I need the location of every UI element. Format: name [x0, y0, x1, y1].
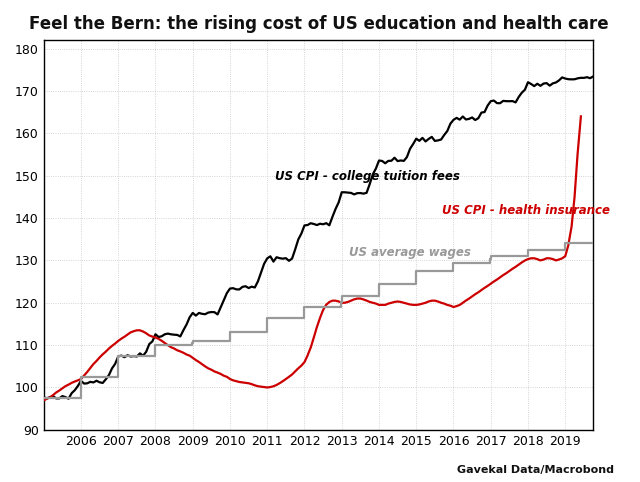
Text: US CPI - college tuition fees: US CPI - college tuition fees — [275, 170, 460, 183]
Text: Gavekal Data/Macrobond: Gavekal Data/Macrobond — [458, 465, 614, 475]
Text: US CPI - health insurance: US CPI - health insurance — [442, 204, 611, 217]
Title: Feel the Bern: the rising cost of US education and health care: Feel the Bern: the rising cost of US edu… — [29, 15, 608, 33]
Text: US average wages: US average wages — [349, 246, 471, 259]
